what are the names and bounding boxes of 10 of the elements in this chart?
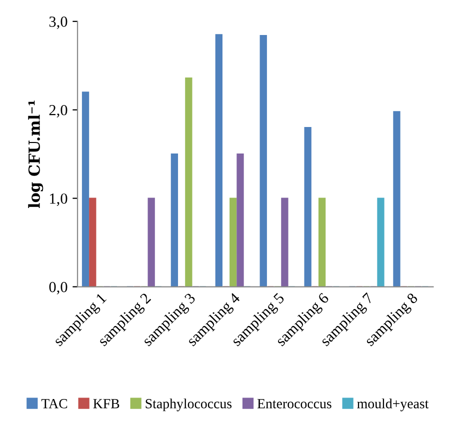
y-axis-title: log CFU.ml⁻¹ xyxy=(28,100,44,208)
y-tick-label: 2,0 xyxy=(49,104,68,118)
legend-label: Staphylococcus xyxy=(146,398,232,412)
y-tick-label: 3,0 xyxy=(49,16,68,30)
legend-label: TAC xyxy=(41,399,68,408)
y-tick-label: 1,0 xyxy=(50,193,68,206)
legend-label: Enterococcus xyxy=(257,399,332,408)
y-tick-label: 0,0 xyxy=(49,282,68,294)
legend-label: mould+yeast xyxy=(357,398,429,412)
legend-label: KFB xyxy=(93,399,120,408)
